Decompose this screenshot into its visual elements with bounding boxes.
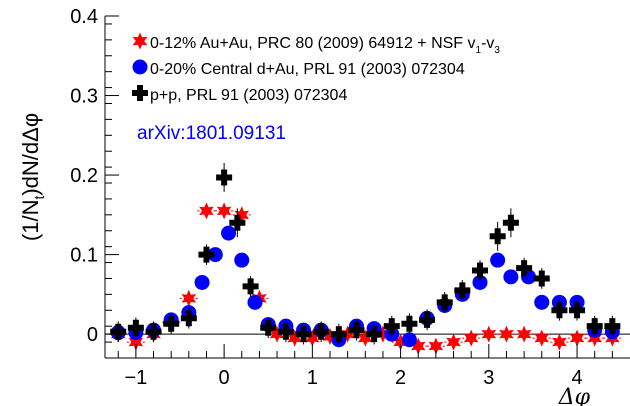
arxiv-annotation: arXiv:1801.09131 bbox=[137, 123, 286, 144]
x-tick-label: 4 bbox=[571, 367, 582, 389]
x-tick-label: 2 bbox=[395, 367, 406, 389]
legend-label-dau: 0-20% Central d+Au, PRL 91 (2003) 072304 bbox=[150, 61, 465, 78]
data-point-auau bbox=[393, 333, 408, 351]
data-point-pp bbox=[180, 310, 197, 327]
legend-label-auau: 0-12% Au+Au, PRC 80 (2009) 64912 + NSF v… bbox=[150, 35, 500, 56]
data-point-auau bbox=[305, 329, 320, 347]
data-point-auau bbox=[587, 329, 603, 347]
data-point-pp bbox=[383, 318, 400, 335]
data-point-pp bbox=[313, 323, 330, 340]
data-point-auau bbox=[357, 329, 373, 347]
data-point-auau bbox=[199, 202, 214, 220]
series-auau bbox=[109, 202, 622, 355]
data-point-auau bbox=[428, 337, 444, 355]
y-tick-label: 0.1 bbox=[70, 245, 98, 267]
data-point-auau bbox=[216, 202, 232, 220]
legend-entry-dau: 0-20% Central d+Au, PRL 91 (2003) 072304 bbox=[132, 59, 465, 78]
plot-layer bbox=[105, 162, 630, 355]
data-point-auau bbox=[499, 325, 514, 343]
data-point-dau bbox=[234, 252, 250, 268]
data-point-auau bbox=[340, 325, 355, 343]
data-point-pp bbox=[366, 326, 383, 343]
data-point-auau bbox=[322, 328, 338, 345]
data-point-pp bbox=[145, 323, 162, 340]
legend-marker-pp bbox=[132, 85, 148, 101]
legend-marker-dau bbox=[132, 59, 148, 75]
series-pp bbox=[110, 162, 621, 345]
data-point-pp bbox=[229, 214, 246, 231]
data-point-pp bbox=[163, 315, 180, 332]
data-point-pp bbox=[277, 323, 294, 340]
y-axis-label: (1/Nt)dN/dΔφ bbox=[18, 113, 47, 241]
x-tick-label: 0 bbox=[219, 367, 230, 389]
data-point-pp bbox=[489, 228, 506, 245]
data-point-auau bbox=[181, 289, 197, 307]
data-point-pp bbox=[533, 270, 550, 287]
data-point-auau bbox=[446, 333, 461, 351]
data-point-auau bbox=[552, 333, 567, 351]
data-point-auau bbox=[375, 325, 391, 343]
data-point-pp bbox=[260, 319, 277, 336]
data-point-auau bbox=[269, 325, 285, 343]
data-point-pp bbox=[242, 278, 259, 295]
data-point-dau bbox=[490, 252, 506, 268]
legend-label-pp: p+p, PRL 91 (2003) 072304 bbox=[150, 87, 347, 104]
data-point-dau bbox=[207, 247, 223, 263]
data-point-auau bbox=[234, 206, 250, 224]
data-point-auau bbox=[128, 333, 144, 351]
data-point-pp bbox=[586, 318, 603, 335]
x-tick-label: 3 bbox=[483, 367, 494, 389]
data-point-pp bbox=[472, 262, 488, 279]
y-tick-label: 0 bbox=[87, 324, 98, 346]
data-point-pp bbox=[436, 294, 453, 311]
data-point-pp bbox=[295, 326, 312, 343]
axes: 0 0.1 0.2 0.3 0.4 −1 0 1 2 3 4 (1/Nt)dN/dΔφ bbox=[18, 6, 630, 389]
data-point-pp bbox=[502, 214, 519, 231]
data-point-pp bbox=[348, 322, 365, 339]
data-point-auau bbox=[516, 325, 532, 343]
x-axis-label: Δφ bbox=[558, 385, 591, 406]
data-point-dau bbox=[534, 294, 550, 310]
data-point-pp bbox=[516, 260, 533, 277]
data-point-auau bbox=[463, 329, 479, 347]
y-tick-label: 0.4 bbox=[70, 6, 98, 28]
data-point-pp bbox=[401, 315, 418, 332]
legend-entry-auau: 0-12% Au+Au, PRC 80 (2009) 64912 + NSF v… bbox=[132, 32, 500, 56]
data-point-auau bbox=[410, 337, 426, 355]
legend: 0-12% Au+Au, PRC 80 (2009) 64912 + NSF v… bbox=[132, 32, 500, 104]
data-point-auau bbox=[287, 329, 303, 347]
data-point-auau bbox=[481, 325, 497, 343]
data-point-pp bbox=[454, 282, 471, 299]
data-point-dau bbox=[221, 225, 237, 241]
data-point-dau bbox=[194, 274, 210, 290]
data-point-pp bbox=[569, 302, 586, 319]
legend-marker-auau bbox=[132, 32, 148, 50]
x-tick-label: 1 bbox=[307, 367, 318, 389]
legend-entry-pp: p+p, PRL 91 (2003) 072304 bbox=[132, 85, 347, 104]
data-point-pp bbox=[216, 169, 233, 186]
data-point-dau bbox=[401, 332, 417, 348]
y-tick-label: 0.3 bbox=[70, 86, 98, 108]
data-point-pp bbox=[604, 318, 621, 335]
data-point-dau bbox=[472, 274, 488, 290]
data-point-pp bbox=[127, 319, 144, 336]
data-point-pp bbox=[110, 323, 127, 340]
data-point-pp bbox=[551, 302, 568, 319]
data-point-dau bbox=[247, 294, 263, 310]
data-point-auau bbox=[534, 329, 550, 347]
x-tick-label: −1 bbox=[124, 367, 147, 389]
data-point-auau bbox=[569, 329, 585, 347]
y-tick-label: 0.2 bbox=[70, 165, 98, 187]
data-point-pp bbox=[330, 326, 347, 343]
data-point-pp bbox=[198, 246, 215, 263]
data-point-dau bbox=[503, 269, 519, 285]
data-point-pp bbox=[419, 311, 436, 328]
